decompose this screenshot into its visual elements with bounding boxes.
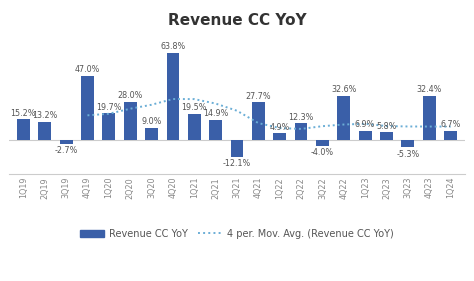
Bar	[17, 119, 30, 140]
Bar	[124, 102, 137, 140]
Bar	[38, 122, 51, 140]
Text: 6.9%: 6.9%	[355, 120, 375, 129]
Bar	[230, 140, 244, 157]
Text: 14.9%: 14.9%	[203, 109, 228, 118]
Bar	[316, 140, 329, 146]
Text: -2.7%: -2.7%	[55, 146, 78, 155]
Text: 4.9%: 4.9%	[270, 123, 290, 132]
Text: 15.2%: 15.2%	[10, 109, 36, 118]
Legend: Revenue CC YoY, 4 per. Mov. Avg. (Revenue CC YoY): Revenue CC YoY, 4 per. Mov. Avg. (Revenu…	[76, 225, 398, 243]
Bar	[295, 123, 308, 140]
Text: 5.8%: 5.8%	[376, 122, 397, 131]
Text: 63.8%: 63.8%	[160, 42, 185, 51]
Bar	[273, 133, 286, 140]
Text: -12.1%: -12.1%	[223, 159, 251, 168]
Bar	[166, 53, 179, 140]
Bar	[359, 131, 372, 140]
Text: 28.0%: 28.0%	[118, 91, 143, 100]
Bar	[81, 76, 94, 140]
Text: 32.4%: 32.4%	[417, 85, 442, 94]
Text: 12.3%: 12.3%	[288, 113, 314, 122]
Text: 27.7%: 27.7%	[246, 92, 271, 101]
Text: 19.7%: 19.7%	[96, 103, 121, 112]
Bar	[444, 131, 457, 140]
Text: 19.5%: 19.5%	[182, 103, 207, 112]
Bar	[102, 113, 115, 140]
Bar	[401, 140, 414, 147]
Bar	[423, 96, 436, 140]
Bar	[337, 96, 350, 140]
Text: -5.3%: -5.3%	[396, 150, 419, 159]
Bar	[188, 114, 201, 140]
Title: Revenue CC YoY: Revenue CC YoY	[168, 13, 306, 28]
Text: -4.0%: -4.0%	[311, 148, 334, 157]
Bar	[60, 140, 73, 144]
Bar	[380, 132, 393, 140]
Text: 13.2%: 13.2%	[32, 112, 57, 121]
Text: 9.0%: 9.0%	[141, 117, 162, 126]
Bar	[145, 128, 158, 140]
Text: 32.6%: 32.6%	[331, 85, 356, 94]
Bar	[252, 102, 265, 140]
Text: 6.7%: 6.7%	[440, 120, 461, 129]
Text: 47.0%: 47.0%	[75, 65, 100, 74]
Bar	[209, 120, 222, 140]
